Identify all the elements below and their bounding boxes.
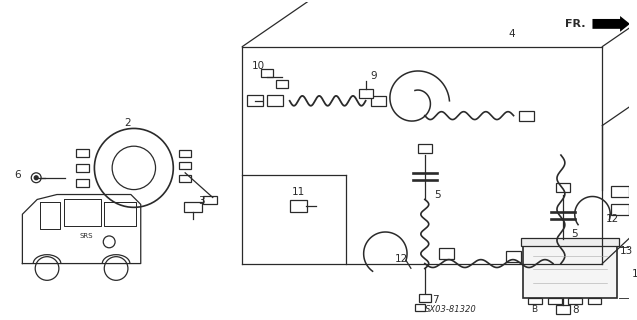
Bar (184, 203, 202, 212)
Text: B: B (531, 305, 538, 315)
Bar (419, 294, 431, 302)
Text: SRS: SRS (80, 233, 93, 239)
Bar (276, 80, 288, 88)
Text: 13: 13 (620, 246, 633, 256)
Text: 7: 7 (432, 295, 438, 305)
Bar (418, 144, 432, 153)
Text: SX03-81320: SX03-81320 (425, 305, 476, 315)
Bar (371, 96, 386, 106)
Text: 9: 9 (371, 71, 377, 81)
Bar (528, 298, 542, 304)
Bar (203, 196, 217, 204)
Text: 6: 6 (15, 170, 21, 180)
Text: FR.: FR. (565, 19, 585, 29)
Bar (359, 90, 373, 98)
Bar (415, 305, 425, 311)
Bar (439, 248, 454, 259)
Text: 12: 12 (606, 214, 620, 224)
Bar (524, 244, 617, 298)
Bar (267, 95, 283, 106)
Bar (568, 298, 582, 304)
Circle shape (34, 176, 38, 180)
Bar (556, 183, 569, 192)
Bar (76, 164, 89, 172)
Bar (522, 238, 619, 246)
Bar (76, 179, 89, 187)
Text: 4: 4 (508, 29, 515, 39)
Bar (612, 186, 629, 197)
Text: 5: 5 (434, 189, 441, 200)
Bar (506, 251, 522, 262)
Bar (556, 306, 569, 314)
Text: 1: 1 (632, 269, 637, 279)
Text: 10: 10 (252, 61, 266, 71)
Bar (548, 298, 562, 304)
Bar (587, 298, 601, 304)
Text: 5: 5 (571, 229, 577, 239)
Text: 12: 12 (395, 254, 408, 264)
Bar (290, 200, 308, 212)
Bar (179, 175, 191, 182)
Text: 11: 11 (292, 187, 305, 196)
Bar (519, 111, 534, 121)
Bar (247, 95, 263, 106)
Text: 8: 8 (573, 305, 580, 315)
Text: 2: 2 (124, 117, 131, 128)
Bar (612, 204, 629, 215)
Bar (179, 150, 191, 156)
Bar (76, 149, 89, 157)
FancyArrow shape (592, 16, 630, 32)
Text: 3: 3 (198, 196, 204, 206)
Bar (179, 163, 191, 169)
Bar (261, 69, 273, 77)
